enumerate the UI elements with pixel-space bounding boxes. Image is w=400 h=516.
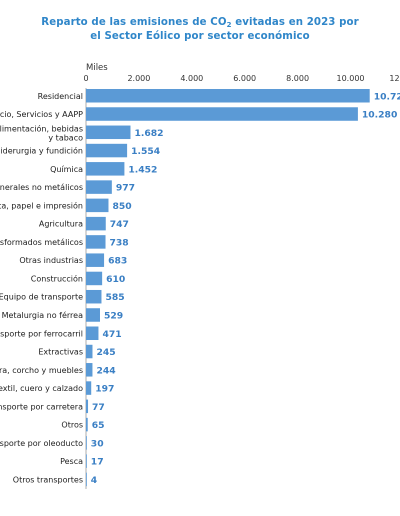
category-label: Equipo de transporte: [0, 293, 83, 302]
data-label: 850: [112, 201, 131, 212]
category-label: Residencial: [38, 92, 83, 101]
category-label: Madera, corcho y muebles: [0, 366, 83, 375]
bar: [86, 454, 87, 468]
category-label: Transporte por oleoducto: [0, 439, 83, 448]
x-axis-unit-label: Miles: [86, 63, 108, 73]
bar: [86, 289, 102, 304]
data-label: 738: [110, 237, 129, 248]
bar: [86, 89, 370, 103]
data-label: 529: [104, 310, 123, 321]
data-label: 244: [96, 365, 115, 376]
bar: [86, 436, 87, 450]
data-label: 585: [105, 292, 124, 303]
bar: [86, 308, 100, 322]
category-label: Minerales no metálicos: [0, 183, 83, 192]
chart-title: Reparto de las emisiones de CO2 evitadas…: [0, 16, 400, 44]
x-tick-label: 4.000: [180, 74, 203, 83]
data-label: 683: [108, 256, 127, 267]
bar: [86, 326, 99, 341]
category-label: Otros: [61, 421, 83, 430]
category-label: Extractivas: [38, 348, 83, 357]
bar: [86, 216, 106, 231]
data-label: 77: [92, 402, 105, 413]
bar: [86, 417, 88, 432]
data-label: 747: [110, 219, 129, 230]
data-label: 1.682: [134, 128, 163, 139]
title-subscript: 2: [226, 21, 232, 29]
data-label: 977: [116, 183, 135, 194]
data-label: 1.452: [128, 164, 157, 175]
x-tick-label: 12.000: [389, 74, 400, 83]
category-label: Transporte por carretera: [0, 402, 83, 411]
bar: [86, 381, 92, 395]
data-label: 197: [95, 384, 114, 395]
title-line-1a: Reparto de las emisiones de CO: [41, 17, 227, 28]
data-label: 10.280: [362, 110, 397, 121]
data-label: 10.726: [374, 91, 400, 102]
title-line-1b: evitadas en 2023 por: [235, 17, 359, 28]
category-label: Pesca: [60, 457, 83, 466]
category-label: Alimentación, bebidas: [0, 123, 83, 133]
data-label: 1.554: [131, 146, 160, 157]
category-label: Textil, cuero y calzado: [0, 384, 83, 393]
data-label: 4: [91, 475, 97, 486]
category-label: Agricultura: [39, 220, 83, 229]
bar: [86, 162, 125, 176]
title-line-2: el Sector Eólico por sector económico: [90, 31, 310, 42]
bar: [86, 235, 106, 249]
bar: [86, 399, 89, 414]
bar: [86, 143, 128, 158]
x-tick-label: 0: [83, 74, 88, 83]
x-tick-label: 2.000: [127, 74, 150, 83]
data-label: 610: [106, 274, 125, 285]
category-label: Química: [50, 165, 83, 174]
x-tick-label: 10.000: [337, 74, 365, 83]
data-label: 65: [92, 420, 105, 431]
category-label: Pasta, papel e impresión: [0, 200, 83, 210]
x-tick-label: 8.000: [286, 74, 309, 83]
bar: [86, 125, 131, 140]
category-label: Metalurgia no férrea: [2, 310, 83, 320]
bar: [86, 198, 109, 213]
data-label: 30: [91, 438, 104, 449]
category-label: Comercio, Servicios y AAPP: [0, 110, 83, 119]
bar: [86, 271, 103, 286]
category-label: Otros transportes: [13, 475, 83, 484]
x-tick-label: 6.000: [233, 74, 256, 83]
data-label: 471: [102, 329, 121, 340]
category-label: Otras industrias: [19, 256, 83, 265]
bar: [86, 253, 105, 267]
bar: [86, 472, 87, 487]
category-label: y tabaco: [48, 133, 83, 142]
bar: [86, 363, 93, 377]
bar: [86, 107, 358, 121]
data-label: 245: [96, 347, 115, 358]
category-label: Transporte por ferrocarril: [0, 329, 83, 338]
category-label: Construcción: [31, 273, 83, 283]
data-label: 17: [91, 457, 104, 468]
category-label: Siderurgia y fundición: [0, 146, 83, 156]
bar: [86, 180, 112, 194]
bar: [86, 344, 93, 359]
category-label: Transformados metálicos: [0, 238, 83, 247]
